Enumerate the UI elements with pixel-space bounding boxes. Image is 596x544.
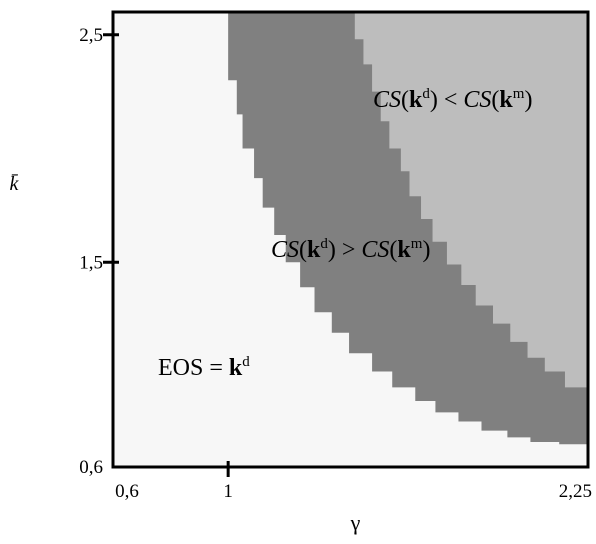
- y-tick-label-0: 0,6: [79, 457, 103, 478]
- y-tick-label-2: 2,5: [79, 25, 103, 46]
- x-tick-label-0: 0,6: [115, 481, 139, 502]
- region-cs-less-fill: [354, 12, 588, 388]
- y-axis-title: k̄: [10, 173, 20, 195]
- y-tick-label-1: 1,5: [79, 252, 103, 273]
- plot-area: [111, 10, 590, 469]
- x-tick-label-2: 2,25: [559, 481, 592, 502]
- axis-ticks: [103, 33, 230, 477]
- plot-frame: [111, 10, 590, 469]
- axis-tick-labels: 0,6 1 2,25 0,6 1,5 2,5: [79, 25, 592, 502]
- x-tick-label-1: 1: [223, 481, 233, 502]
- region-label-eos: EOS = kd: [158, 354, 250, 381]
- region-label-cs-less: CS(kd) < CS(km): [373, 86, 532, 113]
- region-label-cs-greater: CS(kd) > CS(km): [271, 236, 430, 263]
- x-axis-title: γ: [350, 510, 361, 535]
